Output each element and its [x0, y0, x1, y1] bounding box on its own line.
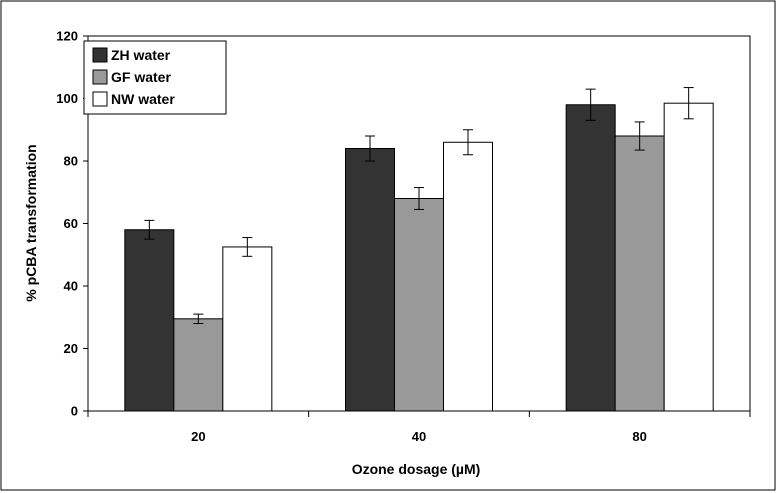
y-tick-label: 120: [56, 29, 78, 44]
bar: [222, 246, 273, 412]
y-axis-title: % pCBA transformation: [23, 144, 39, 301]
legend-label: GF water: [111, 69, 171, 85]
x-tick-label: 80: [632, 429, 646, 444]
x-axis-title: Ozone dosage (µM): [352, 461, 481, 477]
bar: [345, 148, 395, 412]
y-tick-label: 60: [64, 216, 78, 231]
y-tick-label: 40: [64, 279, 78, 294]
bar: [173, 318, 224, 412]
bar: [443, 141, 493, 412]
y-tick-label: 20: [64, 341, 78, 356]
x-tick-label: 40: [412, 429, 426, 444]
y-axis: 0 20 40 60 80 100 120: [56, 29, 88, 419]
error-bars-layer: [144, 87, 694, 324]
legend-swatch: [92, 47, 108, 63]
x-axis: 20 40 80: [87, 411, 751, 444]
bar: [565, 104, 616, 412]
legend-swatch: [92, 69, 108, 85]
bar: [394, 198, 444, 412]
y-tick-label: 100: [56, 91, 78, 106]
bar: [124, 229, 175, 412]
bar: [614, 135, 665, 412]
legend-swatch: [92, 91, 108, 107]
legend-box: [83, 40, 227, 115]
y-tick-label: 0: [71, 404, 78, 419]
y-tick-label: 80: [64, 154, 78, 169]
legend-label: NW water: [111, 91, 175, 107]
legend: ZH water GF water NW water: [83, 40, 227, 115]
bars-layer: [124, 102, 714, 412]
legend-label: ZH water: [111, 47, 171, 63]
bar: [663, 102, 714, 412]
x-tick-label: 20: [191, 429, 205, 444]
